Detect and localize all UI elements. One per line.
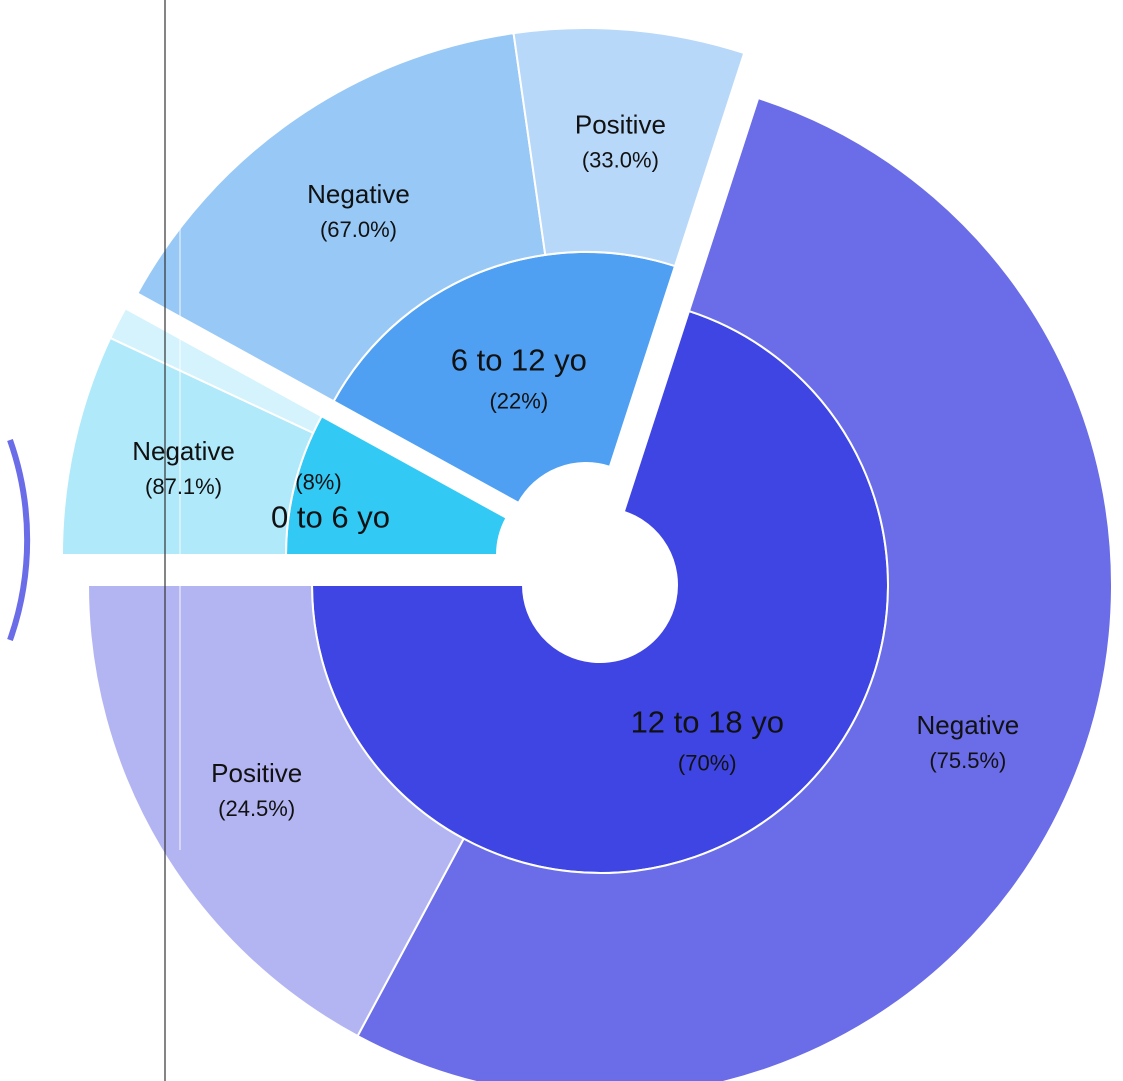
outer-category-label: Negative (132, 436, 235, 466)
outer-category-label: Positive (575, 109, 666, 139)
outer-percent-label: (24.5%) (218, 796, 295, 821)
inner-percent-label: (22%) (489, 388, 548, 413)
slice-group-1 (135, 27, 746, 505)
inner-group-label: 12 to 18 yo (631, 705, 784, 740)
outer-category-label: Negative (307, 179, 410, 209)
label-group-1: 6 to 12 yo (22%) Negative (67.0%) Positive (3… (307, 109, 666, 413)
outer-slice-2-1[interactable] (86, 584, 465, 1038)
inner-group-label: 0 to 6 yo (271, 500, 390, 535)
center-hole (523, 508, 677, 662)
label-group-2: 12 to 18 yo (70%) Negative (75.5%) Positive (… (211, 705, 1019, 822)
outer-slice-0-1[interactable] (108, 306, 323, 435)
label-group-0: (8%) 0 to 6 yo Negative (87.1%) (132, 436, 390, 535)
slice-group-0 (60, 306, 508, 556)
clipped-arc-fragment (7, 439, 31, 641)
outer-percent-label: (75.5%) (929, 748, 1006, 773)
inner-percent-label: (8%) (295, 470, 341, 495)
inner-percent-label: (70%) (678, 751, 737, 776)
outer-slice-1-0[interactable] (135, 32, 547, 403)
slice-group-2 (86, 96, 1113, 1081)
outer-slice-2-0[interactable] (356, 96, 1113, 1081)
inner-group-label: 6 to 12 yo (451, 342, 587, 377)
outer-percent-label: (67.0%) (320, 217, 397, 242)
outer-category-label: Positive (211, 758, 302, 788)
outer-category-label: Negative (917, 710, 1020, 740)
outer-percent-label: (87.1%) (145, 474, 222, 499)
outer-percent-label: (33.0%) (582, 147, 659, 172)
outer-slice-1-1[interactable] (512, 27, 746, 268)
